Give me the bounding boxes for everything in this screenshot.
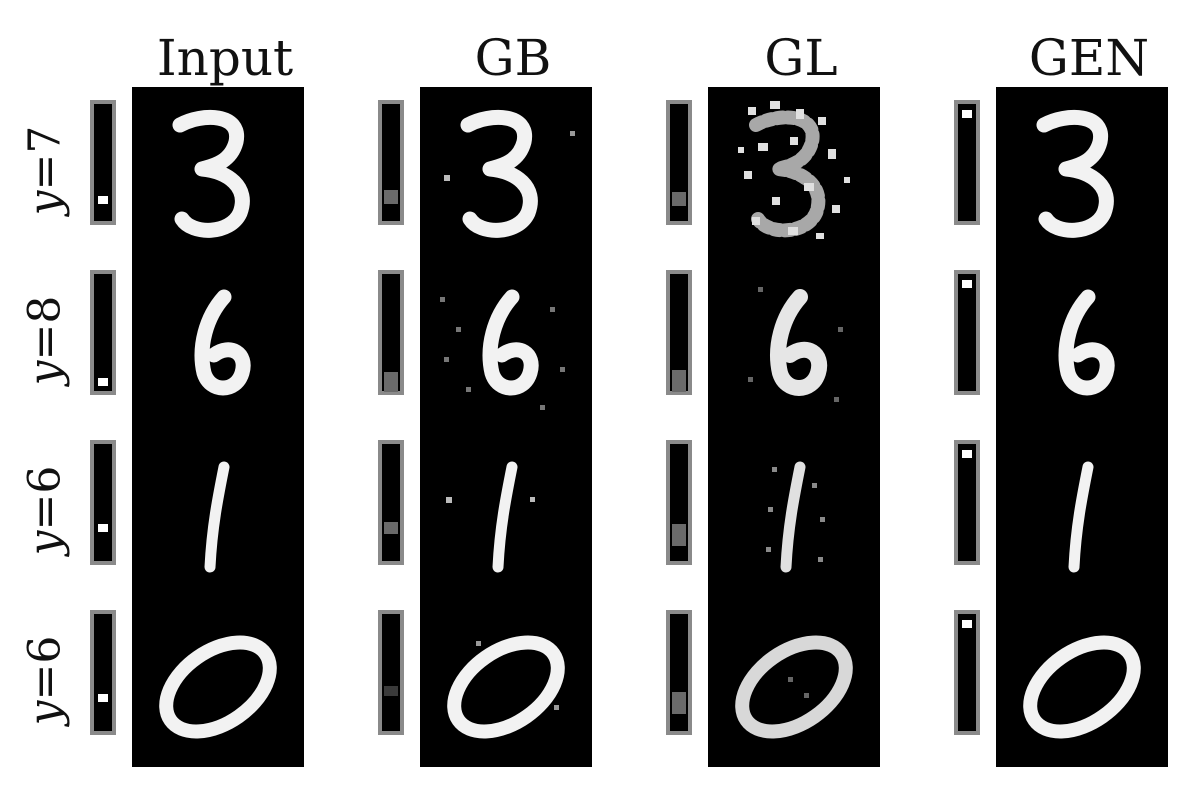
label-bar-gen-row2 (954, 270, 980, 395)
label-bar-gl-row4 (666, 610, 692, 735)
digit-6-gb (440, 289, 565, 410)
label-bar-gb-row4 (378, 610, 404, 735)
digit-1-input (204, 461, 230, 573)
label-bar-input-row3 (90, 440, 116, 565)
column-title-gen: GEN (1028, 29, 1150, 87)
digit-3-gen (1036, 109, 1114, 238)
label-bar-gen-row4 (954, 610, 980, 735)
label-bar-input-row1 (90, 100, 116, 225)
row-label-2: y = 8 (19, 295, 71, 385)
digit-3-gl (738, 101, 850, 239)
digit-3-input (172, 109, 250, 238)
column-title-input: Input (156, 29, 294, 87)
digit-0-input (159, 635, 277, 739)
label-bar-input-row2 (90, 270, 116, 395)
digit-6-gl (748, 287, 843, 402)
label-bar-gl-row3 (666, 440, 692, 565)
digit-0-gb (447, 635, 565, 739)
digit-0-gen (1023, 635, 1141, 739)
row-label-1: y = 7 (19, 125, 71, 215)
label-bar-gb-row3 (378, 440, 404, 565)
digit-6-input (194, 289, 251, 396)
digit-1-gl (766, 461, 825, 573)
digit-1-gb (446, 461, 535, 573)
label-bar-gb-row1 (378, 100, 404, 225)
label-bar-gl-row1 (666, 100, 692, 225)
label-bar-gen-row3 (954, 440, 980, 565)
label-bar-gen-row1 (954, 100, 980, 225)
column-title-gb: GB (474, 29, 552, 87)
digit-1-gen (1068, 461, 1094, 573)
column-title-gl: GL (764, 29, 838, 87)
label-bar-gb-row2 (378, 270, 404, 395)
digit-6-gen (1058, 289, 1115, 396)
row-label-3: y = 6 (19, 465, 71, 555)
digit-0-gl (735, 635, 853, 739)
digit-3-gb (444, 109, 575, 238)
row-label-4: y = 6 (19, 635, 71, 725)
label-bar-input-row4 (90, 610, 116, 735)
label-bar-gl-row2 (666, 270, 692, 395)
